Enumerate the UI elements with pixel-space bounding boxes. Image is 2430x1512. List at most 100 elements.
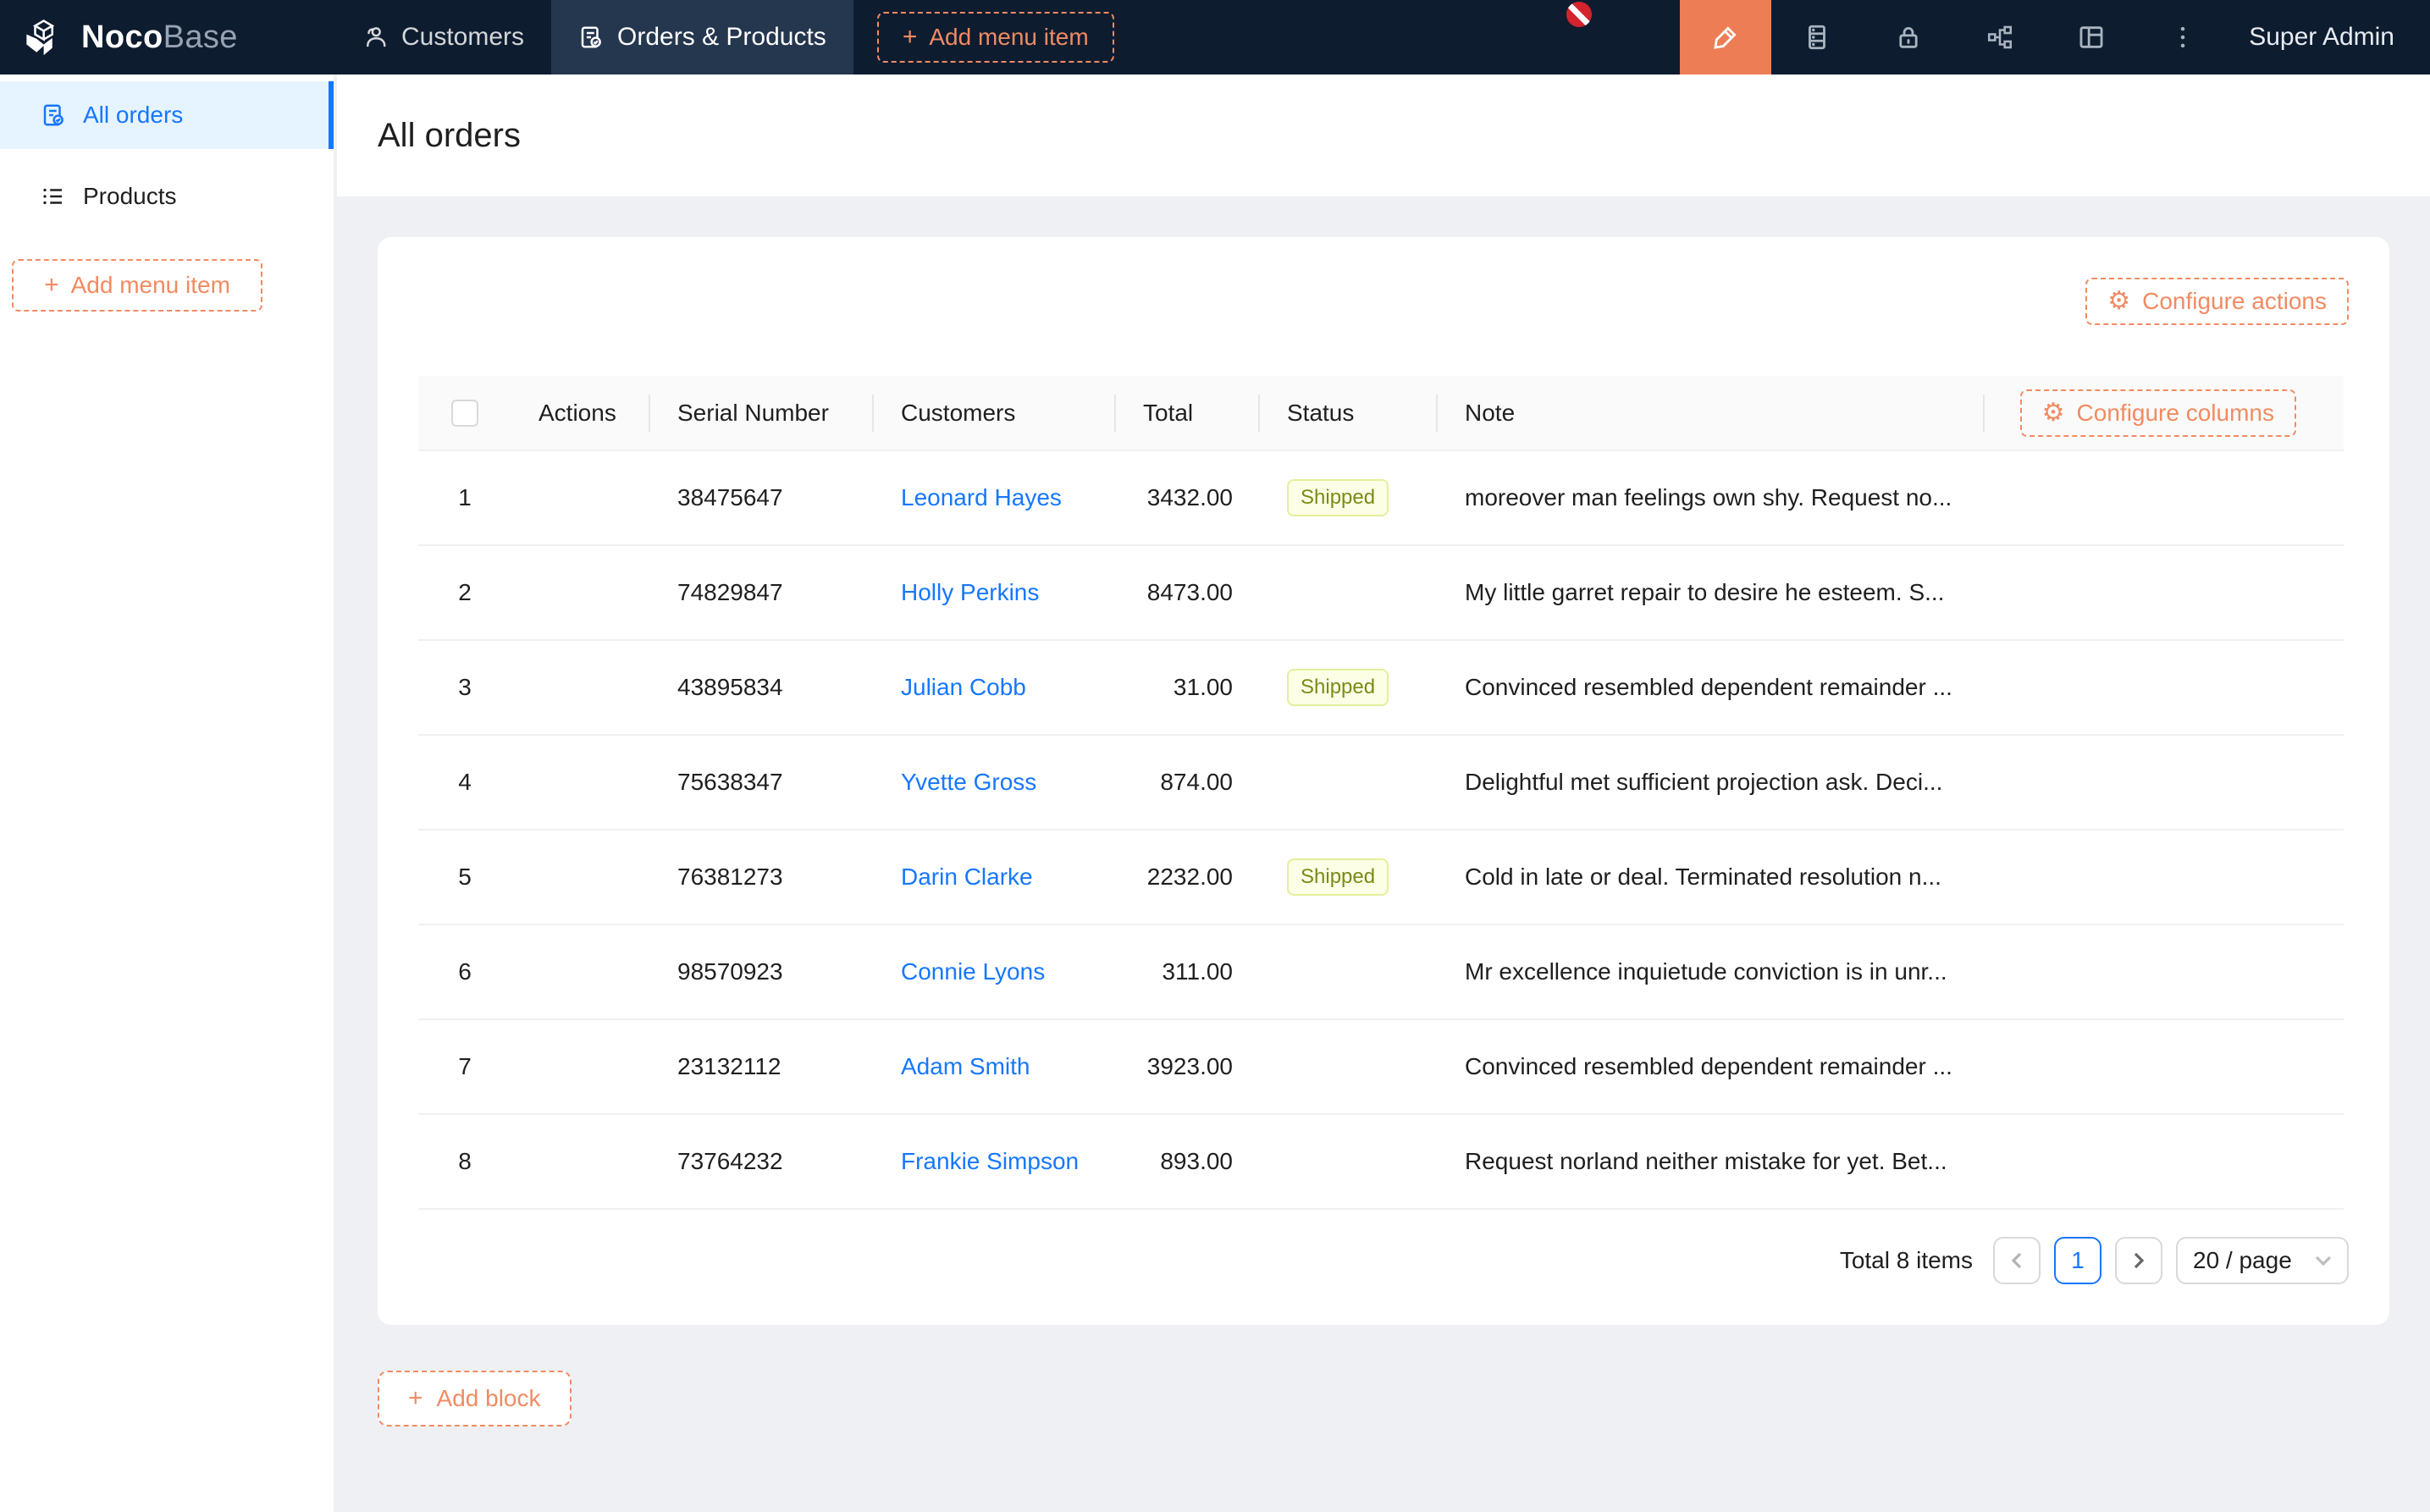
sidebar: All orders Products + Add menu item [0, 74, 335, 1512]
sidebar-item-all-orders[interactable]: All orders [0, 81, 334, 149]
layout-button[interactable] [2046, 0, 2137, 74]
nocobase-logo-icon [26, 19, 55, 56]
total-cell: 311.00 [1116, 924, 1260, 1020]
chevron-right-icon [2134, 1252, 2145, 1269]
header-configure-columns-cell: ⚙ Configure columns [1985, 376, 2344, 451]
actions-cell [511, 830, 650, 925]
nav-add-menu-item-button[interactable]: + Add menu item [876, 12, 1114, 63]
server-icon [1809, 25, 1826, 50]
note-cell: Convinced resembled dependent remainder … [1438, 1019, 1985, 1115]
nocobase-logo[interactable]: NocoBase [0, 0, 335, 74]
gear-icon: ⚙ [2107, 286, 2131, 316]
actions-cell [511, 545, 650, 641]
page-size-select[interactable]: 20 / page [2176, 1237, 2349, 1284]
plus-icon: + [902, 23, 918, 51]
row-index: 3 [418, 640, 511, 736]
customer-link[interactable]: Yvette Gross [901, 769, 1037, 795]
user-menu[interactable]: Super Admin [2249, 23, 2394, 51]
main-area: All orders ⚙ Configure actions [337, 74, 2430, 1512]
customer-link[interactable]: Frankie Simpson [901, 1148, 1080, 1174]
status-cell: Shipped [1260, 640, 1438, 736]
order-doc-icon [43, 104, 64, 126]
note-cell: Convinced resembled dependent remainder … [1438, 640, 1985, 736]
table-row: 3 43895834 Julian Cobb 31.00 Shipped Convince… [418, 640, 2344, 736]
note-cell: Mr excellence inquietude conviction is i… [1438, 924, 1985, 1020]
pagination-page-1[interactable]: 1 [2054, 1237, 2101, 1284]
ui-editor-button[interactable] [1680, 0, 1772, 74]
customer-cell: Connie Lyons [874, 924, 1116, 1020]
row-index: 8 [418, 1114, 511, 1210]
layout-icon [2079, 26, 2103, 48]
row-config-cell [1985, 735, 2344, 830]
actions-cell [511, 735, 650, 830]
sidebar-add-menu-item-button[interactable]: + Add menu item [12, 259, 262, 312]
lock-icon [1899, 27, 1918, 48]
row-index: 7 [418, 1019, 511, 1115]
table-actions-bar: ⚙ Configure actions [418, 278, 2349, 325]
row-index: 6 [418, 924, 511, 1020]
no-drop-cursor-icon [1566, 2, 1592, 27]
total-cell: 8473.00 [1116, 545, 1260, 641]
pagination: Total 8 items 1 20 / page [418, 1237, 2349, 1284]
customer-link[interactable]: Leonard Hayes [901, 484, 1062, 510]
table-row: 5 76381273 Darin Clarke 2232.00 Shipped Cold … [418, 830, 2344, 925]
table-row: 8 73764232 Frankie Simpson 893.00 Request no… [418, 1114, 2344, 1210]
plugin-manager-button[interactable] [1771, 0, 1863, 74]
serial-number-cell: 43895834 [650, 640, 874, 736]
navbar-spacer [1114, 0, 1681, 74]
header-serial-number: Serial Number [650, 376, 874, 451]
serial-number-cell: 38475647 [650, 450, 874, 546]
configure-columns-button[interactable]: ⚙ Configure columns [2019, 389, 2296, 437]
add-block-button[interactable]: + Add block [378, 1371, 572, 1426]
serial-number-cell: 76381273 [650, 830, 874, 925]
status-cell [1260, 1114, 1438, 1210]
customer-link[interactable]: Holly Perkins [901, 579, 1040, 605]
sidebar-item-products[interactable]: Products [0, 163, 334, 230]
configure-actions-button[interactable]: ⚙ Configure actions [2085, 278, 2349, 325]
page-content: ⚙ Configure actions Actio [337, 196, 2430, 1512]
total-cell: 31.00 [1116, 640, 1260, 736]
status-cell [1260, 1019, 1438, 1115]
total-cell: 893.00 [1116, 1114, 1260, 1210]
pagination-prev-button[interactable] [1993, 1237, 2041, 1284]
table-row: 4 75638347 Yvette Gross 874.00 Delightful me… [418, 735, 2344, 830]
customer-cell: Julian Cobb [874, 640, 1116, 736]
navbar-icon-buttons [1680, 0, 2228, 74]
row-index: 2 [418, 545, 511, 641]
customer-link[interactable]: Connie Lyons [901, 958, 1046, 985]
table-row: 2 74829847 Holly Perkins 8473.00 My little g… [418, 545, 2344, 641]
tab-customers[interactable]: Customers [335, 0, 551, 74]
settings-lock-button[interactable] [1863, 0, 1954, 74]
customer-cell: Yvette Gross [874, 735, 1116, 830]
list-icon [43, 188, 62, 205]
more-menu-button[interactable] [2137, 0, 2228, 74]
ui-editor-pen-icon [1714, 26, 1737, 49]
total-cell: 3923.00 [1116, 1019, 1260, 1115]
row-config-cell [1985, 1019, 2344, 1115]
select-all-checkbox[interactable] [451, 400, 478, 428]
customer-link[interactable]: Adam Smith [901, 1053, 1030, 1079]
note-cell: Delightful met sufficient projection ask… [1438, 735, 1985, 830]
actions-cell [511, 1019, 650, 1115]
header-customers: Customers [874, 376, 1116, 451]
customer-link[interactable]: Darin Clarke [901, 864, 1033, 890]
workflow-button[interactable] [1954, 0, 2046, 74]
chevron-down-icon [2315, 1255, 2332, 1266]
customer-cell: Frankie Simpson [874, 1114, 1116, 1210]
pagination-next-button[interactable] [2115, 1237, 2162, 1284]
table-row: 7 23132112 Adam Smith 3923.00 Convinced rese… [418, 1019, 2344, 1115]
table-body: 1 38475647 Leonard Hayes 3432.00 Shipped more… [418, 450, 2344, 1210]
orders-table: Actions Serial Number Customers Total St… [418, 376, 2344, 1210]
plus-icon: + [44, 271, 59, 299]
customer-link[interactable]: Julian Cobb [901, 674, 1026, 700]
table-header-row: Actions Serial Number Customers Total St… [418, 376, 2344, 451]
row-index: 4 [418, 735, 511, 830]
tab-orders-products[interactable]: Orders & Products [551, 0, 853, 74]
note-cell: moreover man feelings own shy. Request n… [1438, 450, 1985, 546]
note-cell: My little garret repair to desire he est… [1438, 545, 1985, 641]
note-cell: Request norland neither mistake for yet.… [1438, 1114, 1985, 1210]
serial-number-cell: 23132112 [650, 1019, 874, 1115]
row-index: 1 [418, 450, 511, 546]
chevron-left-icon [2011, 1252, 2022, 1269]
